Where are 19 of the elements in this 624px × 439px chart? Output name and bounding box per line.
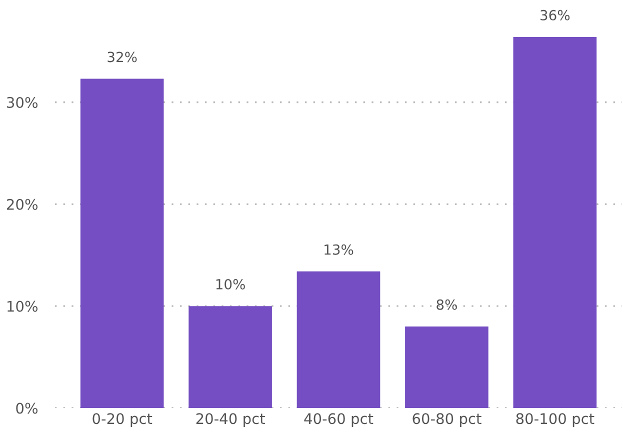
y-tick-label: 20% bbox=[6, 198, 38, 210]
y-tick-label: 30% bbox=[7, 96, 38, 108]
bar bbox=[296, 271, 380, 408]
bar bbox=[513, 37, 597, 408]
y-tick-label: 10% bbox=[8, 300, 38, 312]
x-tick-label: 20-40 pct bbox=[196, 413, 265, 427]
data-label: 36% bbox=[540, 10, 570, 20]
data-label: 13% bbox=[324, 244, 354, 255]
bar bbox=[188, 306, 272, 408]
x-tick-label: 40-60 pct bbox=[304, 413, 374, 427]
x-tick-label: 60-80 pct bbox=[412, 413, 482, 427]
bar bbox=[80, 78, 164, 408]
y-tick-label: 0% bbox=[16, 402, 38, 414]
x-tick-label: 0-20 pct bbox=[92, 413, 152, 427]
data-label: 10% bbox=[216, 278, 245, 290]
data-label: 32% bbox=[108, 52, 137, 62]
x-tick-label: 80-100 pct bbox=[516, 413, 594, 427]
data-label: 8% bbox=[436, 299, 457, 310]
bar bbox=[405, 326, 488, 408]
